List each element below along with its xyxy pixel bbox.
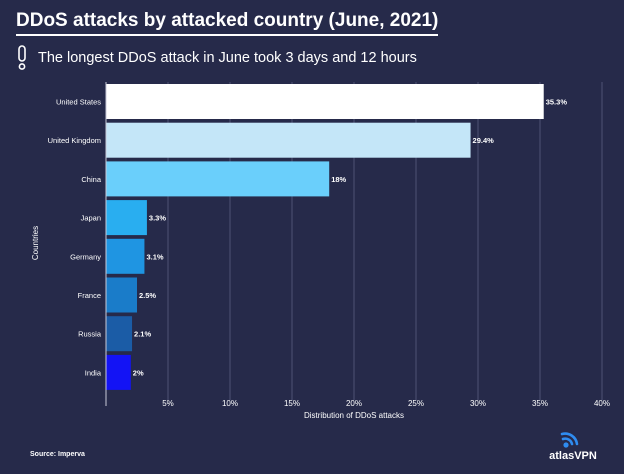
chart-subtitle: The longest DDoS attack in June took 3 d… [38,50,417,66]
x-axis-title: Distribution of DDoS attacks [304,411,404,420]
bar [106,122,471,158]
bar [106,277,137,313]
bar [106,200,147,236]
category-label: France [78,291,101,300]
value-label: 18% [331,175,346,184]
x-tick-label: 15% [284,399,300,408]
category-label: China [81,175,101,184]
value-label: 3.1% [146,252,163,261]
labels: 5% 10% 15% 20% 25% 30% 35% 40% United States 35.3… [48,98,610,409]
value-label: 2.5% [139,291,156,300]
value-label: 2% [133,368,144,377]
bar [106,354,131,390]
bar [106,161,330,197]
chart-title: DDoS attacks by attacked country (June, … [16,10,439,36]
wifi-shield-icon [560,432,579,448]
value-label: 3.3% [149,214,166,223]
x-tick-label: 40% [594,399,610,408]
bar [106,316,133,352]
bar [106,84,544,119]
atlasvpn-logo: atlasVPN [538,432,608,466]
x-tick-label: 20% [346,399,362,408]
source-note: Source: Imperva [30,451,85,458]
x-tick-label: 10% [222,399,238,408]
bars [106,84,544,390]
category-label: Russia [78,330,102,339]
category-label: United States [56,98,101,107]
x-tick-label: 35% [532,399,548,408]
subtitle-row: The longest DDoS attack in June took 3 d… [16,45,417,71]
category-label: United Kingdom [48,136,101,145]
bar [106,238,145,274]
category-label: India [85,368,102,377]
exclamation-icon [16,45,28,71]
x-tick-label: 5% [162,399,174,408]
category-label: Germany [70,252,101,261]
category-label: Japan [81,214,101,223]
x-tick-label: 30% [470,399,486,408]
value-label: 29.4% [473,136,495,145]
value-label: 2.1% [134,330,151,339]
logo-text: atlasVPN [549,450,597,462]
y-axis-title: Countries [31,226,40,260]
value-label: 35.3% [546,98,568,107]
x-tick-label: 25% [408,399,424,408]
